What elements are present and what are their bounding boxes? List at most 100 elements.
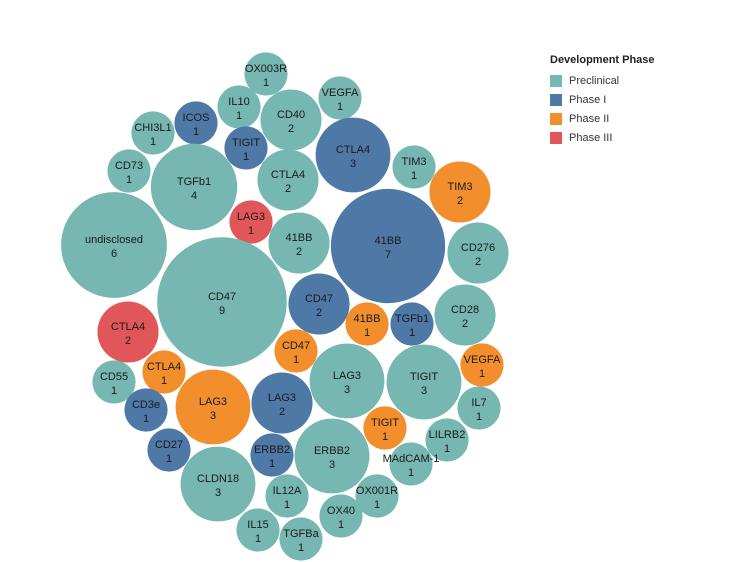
- bubble-ox40[interactable]: OX40 1: [319, 494, 363, 538]
- bubble-circle[interactable]: [244, 52, 288, 96]
- bubble-il10[interactable]: IL10 1: [217, 85, 261, 129]
- bubble-circle[interactable]: [294, 418, 370, 494]
- bubble-circle[interactable]: [309, 343, 385, 419]
- bubble-lag3[interactable]: LAG3 1: [229, 200, 273, 244]
- bubble-circle[interactable]: [175, 369, 251, 445]
- bubble-ox001r[interactable]: OX001R 1: [355, 474, 399, 518]
- bubble-circle[interactable]: [315, 117, 391, 193]
- bubble-circle[interactable]: [460, 343, 504, 387]
- bubble-circle[interactable]: [229, 200, 273, 244]
- bubble-erbb2[interactable]: ERBB2 3: [294, 418, 370, 494]
- bubble-cd276[interactable]: CD276 2: [447, 222, 509, 284]
- bubble-circle[interactable]: [61, 192, 167, 298]
- bubble-cd55[interactable]: CD55 1: [92, 360, 136, 404]
- bubble-cd73[interactable]: CD73 1: [107, 149, 151, 193]
- bubble-ctla4[interactable]: CTLA4 1: [142, 350, 186, 394]
- bubble-ctla4[interactable]: CTLA4 2: [257, 149, 319, 211]
- bubble-count-label: 9: [219, 305, 225, 317]
- bubble-circle[interactable]: [257, 149, 319, 211]
- legend-item[interactable]: Phase I: [550, 90, 655, 109]
- bubble-circle[interactable]: [250, 433, 294, 477]
- bubble-cd28[interactable]: CD28 2: [434, 284, 496, 346]
- bubble-circle[interactable]: [363, 406, 407, 450]
- bubble-il15[interactable]: IL15 1: [236, 508, 280, 552]
- bubble-tim3[interactable]: TIM3 1: [392, 145, 436, 189]
- bubble-circle[interactable]: [429, 161, 491, 223]
- bubble-tgfb1[interactable]: TGFb1 4: [150, 143, 238, 231]
- bubble-circle[interactable]: [279, 517, 323, 561]
- bubble-circle[interactable]: [288, 273, 350, 335]
- bubble-undisclosed[interactable]: undisclosed 6: [61, 192, 167, 298]
- bubble-41bb[interactable]: 41BB 2: [268, 212, 330, 274]
- bubble-target-label: IL12A: [273, 485, 302, 497]
- legend-item[interactable]: Phase II: [550, 109, 655, 128]
- bubble-cldn18[interactable]: CLDN18 3: [180, 446, 256, 522]
- bubble-tigit[interactable]: TIGIT 1: [363, 406, 407, 450]
- bubble-circle[interactable]: [268, 212, 330, 274]
- bubble-circle[interactable]: [447, 222, 509, 284]
- bubble-circle[interactable]: [131, 111, 175, 155]
- bubble-circle[interactable]: [174, 101, 218, 145]
- bubble-circle[interactable]: [142, 350, 186, 394]
- bubble-cd47[interactable]: CD47 1: [274, 329, 318, 373]
- bubble-circle[interactable]: [355, 474, 399, 518]
- bubble-cd47[interactable]: CD47 9: [157, 237, 287, 367]
- bubble-tgfba[interactable]: TGFBa 1: [279, 517, 323, 561]
- bubble-circle[interactable]: [217, 85, 261, 129]
- bubble-chi3l1[interactable]: CHI3L1 1: [131, 111, 175, 155]
- bubble-madcam-1[interactable]: MAdCAM-1 1: [383, 442, 440, 486]
- bubble-tgfb1[interactable]: TGFb1 1: [390, 302, 434, 346]
- bubble-lag3[interactable]: LAG3 2: [251, 372, 313, 434]
- bubble-il12a[interactable]: IL12A 1: [265, 474, 309, 518]
- bubble-circle[interactable]: [224, 126, 268, 170]
- bubble-tim3[interactable]: TIM3 2: [429, 161, 491, 223]
- bubble-lilrb2[interactable]: LILRB2 1: [425, 418, 469, 462]
- bubble-count-label: 1: [298, 542, 304, 554]
- bubble-circle[interactable]: [236, 508, 280, 552]
- bubble-ctla4[interactable]: CTLA4 3: [315, 117, 391, 193]
- bubble-41bb[interactable]: 41BB 1: [345, 302, 389, 346]
- bubble-circle[interactable]: [92, 360, 136, 404]
- bubble-lag3[interactable]: LAG3 3: [175, 369, 251, 445]
- bubble-circle[interactable]: [180, 446, 256, 522]
- bubble-target-label: LAG3: [268, 392, 296, 404]
- bubble-circle[interactable]: [434, 284, 496, 346]
- bubble-ctla4[interactable]: CTLA4 2: [97, 301, 159, 363]
- bubble-cd47[interactable]: CD47 2: [288, 273, 350, 335]
- bubble-circle[interactable]: [425, 418, 469, 462]
- bubble-icos[interactable]: ICOS 1: [174, 101, 218, 145]
- bubble-lag3[interactable]: LAG3 3: [309, 343, 385, 419]
- bubble-circle[interactable]: [265, 474, 309, 518]
- bubble-41bb[interactable]: 41BB 7: [330, 188, 446, 304]
- bubble-circle[interactable]: [319, 494, 363, 538]
- legend-item[interactable]: Phase III: [550, 128, 655, 147]
- bubble-cd27[interactable]: CD27 1: [147, 428, 191, 472]
- bubble-vegfa[interactable]: VEGFA 1: [460, 343, 504, 387]
- bubble-circle[interactable]: [274, 329, 318, 373]
- bubble-cd3e[interactable]: CD3e 1: [124, 388, 168, 432]
- bubble-tigit[interactable]: TIGIT 1: [224, 126, 268, 170]
- bubble-circle[interactable]: [390, 302, 434, 346]
- bubble-circle[interactable]: [157, 237, 287, 367]
- bubble-circle[interactable]: [260, 89, 322, 151]
- bubble-circle[interactable]: [147, 428, 191, 472]
- bubble-circle[interactable]: [318, 76, 362, 120]
- bubble-circle[interactable]: [345, 302, 389, 346]
- bubble-circle[interactable]: [386, 344, 462, 420]
- bubble-circle[interactable]: [251, 372, 313, 434]
- bubble-circle[interactable]: [330, 188, 446, 304]
- bubble-tigit[interactable]: TIGIT 3: [386, 344, 462, 420]
- bubble-erbb2[interactable]: ERBB2 1: [250, 433, 294, 477]
- bubble-circle[interactable]: [392, 145, 436, 189]
- bubble-vegfa[interactable]: VEGFA 1: [318, 76, 362, 120]
- bubble-ox003r[interactable]: OX003R 1: [244, 52, 288, 96]
- bubble-circle[interactable]: [107, 149, 151, 193]
- bubble-circle[interactable]: [97, 301, 159, 363]
- bubble-circle[interactable]: [124, 388, 168, 432]
- bubble-circle[interactable]: [457, 386, 501, 430]
- bubble-cd40[interactable]: CD40 2: [260, 89, 322, 151]
- legend-item[interactable]: Preclinical: [550, 71, 655, 90]
- bubble-circle[interactable]: [389, 442, 433, 486]
- bubble-circle[interactable]: [150, 143, 238, 231]
